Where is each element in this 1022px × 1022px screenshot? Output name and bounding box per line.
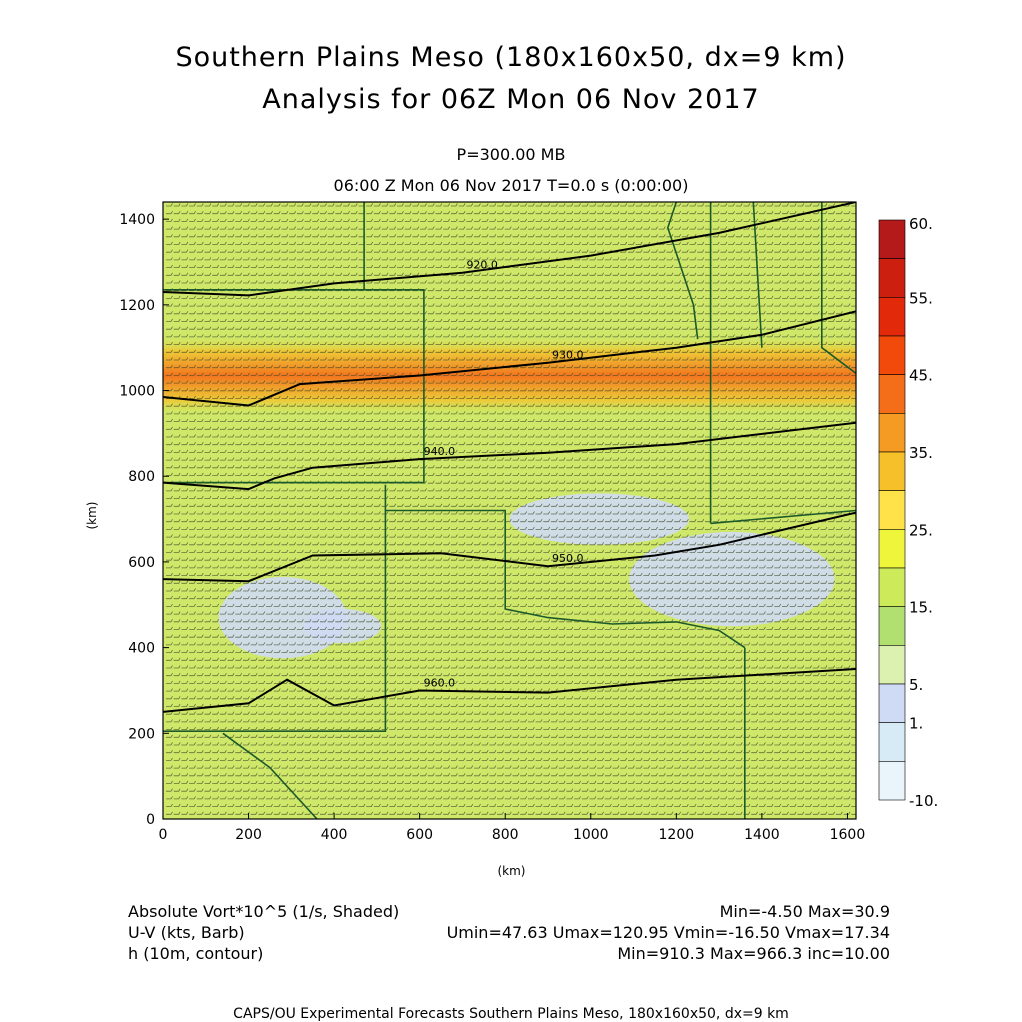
height-contour (163, 202, 856, 297)
x-axis-label: (km) (497, 864, 525, 878)
y-tick-label: 1000 (119, 384, 155, 400)
colorbar-swatch (878, 413, 906, 453)
vorticity-min-patch (304, 609, 382, 644)
x-tick-label: 600 (406, 827, 433, 843)
colorbar-swatch (878, 451, 906, 491)
wind-range: Umin=47.63 Umax=120.95 Vmin=-16.50 Vmax=… (446, 923, 890, 942)
contour-label: 950.0 (552, 552, 584, 565)
valid-time: 06:00 Z Mon 06 Nov 2017 T=0.0 s (0:00:00… (333, 176, 689, 195)
colorbar-label: 35. (909, 444, 933, 462)
colorbar-swatch (878, 335, 906, 375)
colorbar-label: 1. (909, 715, 923, 733)
plot-frame (162, 201, 857, 820)
state-boundary (385, 509, 746, 649)
state-boundary (222, 732, 318, 819)
height-label: h (10m, contour) (128, 944, 264, 963)
y-axis-label: (km) (85, 501, 99, 529)
chart-title-line1: Southern Plains Meso (180x160x50, dx=9 k… (175, 42, 847, 73)
colorbar-swatch (878, 722, 906, 762)
pressure-level: P=300.00 MB (456, 145, 566, 164)
colorbar-swatch (878, 761, 906, 801)
vort-range: Min=-4.50 Max=30.9 (719, 902, 890, 921)
vorticity-field (163, 202, 856, 819)
y-tick-label: 0 (146, 812, 155, 828)
y-tick-label: 600 (128, 555, 155, 571)
colorbar-swatch (878, 374, 906, 414)
y-tick-label: 200 (128, 726, 155, 742)
colorbar-swatch (878, 297, 906, 337)
state-boundary (820, 202, 856, 375)
contour-label: 930.0 (552, 349, 584, 362)
state-boundary (666, 202, 699, 340)
colorbar-swatch (878, 529, 906, 569)
height-range: Min=910.3 Max=966.3 inc=10.00 (617, 944, 890, 963)
state-boundary (710, 509, 856, 525)
x-tick-label: 1600 (830, 827, 866, 843)
colorbar-swatch (878, 683, 906, 723)
credit-line: CAPS/OU Experimental Forecasts Southern … (233, 1006, 789, 1022)
colorbar-swatch (878, 258, 906, 298)
vorticity-min-patch (629, 531, 835, 627)
wind-label: U-V (kts, Barb) (128, 923, 245, 942)
height-contour (163, 668, 856, 713)
colorbar-swatch (878, 567, 906, 607)
colorbar-swatch (878, 645, 906, 685)
colorbar-label: 55. (909, 289, 933, 307)
x-tick-label: 800 (492, 827, 519, 843)
contour-label: 920.0 (466, 259, 498, 272)
colorbar-label: 45. (909, 367, 933, 385)
x-tick-label: 1400 (744, 827, 780, 843)
x-tick-label: 1200 (659, 827, 695, 843)
colorbar-swatch (878, 606, 906, 646)
height-contour (163, 310, 856, 407)
height-contour (163, 421, 856, 491)
colorbar-label: 60. (909, 215, 933, 233)
height-contour (163, 511, 856, 583)
state-boundary (752, 202, 763, 348)
colorbar-label: -10. (909, 792, 938, 810)
contour-label: 960.0 (424, 676, 456, 689)
vort-label: Absolute Vort*10^5 (1/s, Shaded) (128, 902, 400, 921)
state-boundary (163, 484, 387, 733)
y-tick-label: 1200 (119, 298, 155, 314)
x-tick-label: 400 (321, 827, 348, 843)
y-tick-label: 800 (128, 469, 155, 485)
colorbar-label: 25. (909, 521, 933, 539)
contour-label: 940.0 (424, 445, 456, 458)
x-tick-label: 0 (159, 827, 168, 843)
colorbar-swatch (878, 490, 906, 530)
chart-title-line2: Analysis for 06Z Mon 06 Nov 2017 (262, 84, 760, 115)
colorbar-label: 15. (909, 599, 933, 617)
x-tick-label: 200 (235, 827, 262, 843)
y-tick-label: 400 (128, 641, 155, 657)
colorbar-label: 5. (909, 676, 923, 694)
colorbar-swatch (878, 219, 906, 259)
x-tick-label: 1000 (573, 827, 609, 843)
y-tick-label: 1400 (119, 212, 155, 228)
